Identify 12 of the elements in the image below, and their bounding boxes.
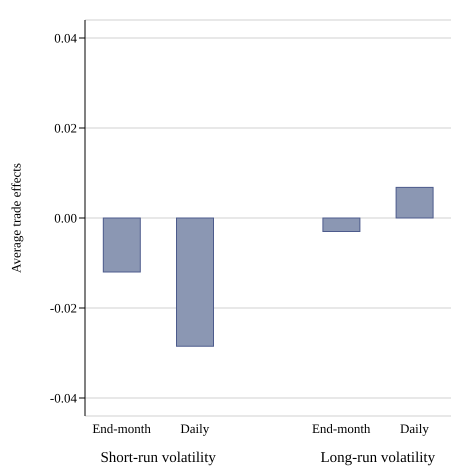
x-tick-label: End-month [92, 421, 152, 436]
y-tick-label: 0.02 [54, 120, 77, 136]
x-tick-label: Daily [180, 421, 210, 436]
y-tick-label: 0.04 [54, 30, 78, 46]
text: Long-run volatility [320, 450, 436, 467]
y-tick-label: -0.02 [50, 300, 77, 316]
y-tick-label: -0.04 [50, 390, 78, 406]
y-axis-title: Average trade effects [8, 163, 24, 273]
text: Short-run volatility [99, 450, 217, 467]
x-tick-label: End-month [312, 421, 371, 436]
y-tick-label: 0.00 [54, 210, 77, 226]
x-tick-label: Daily [400, 421, 430, 436]
